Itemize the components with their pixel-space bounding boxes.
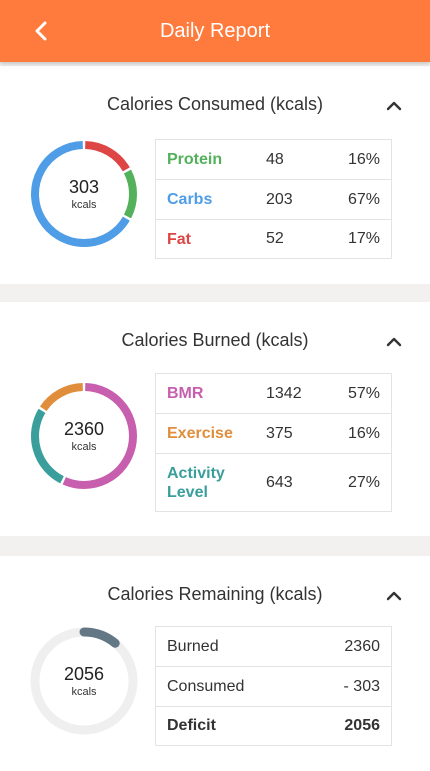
burned-unit: kcals: [71, 441, 97, 453]
ring-segment: [62, 383, 137, 489]
summary-label: Consumed: [167, 677, 245, 695]
burn-value: 375: [266, 424, 293, 442]
table-row: BMR 1342 57%: [156, 374, 391, 413]
burn-name: Activity Level: [167, 464, 225, 501]
table-row: Activity Level 643 27%: [156, 453, 391, 511]
burn-name: BMR: [167, 385, 204, 402]
summary-label: Deficit: [167, 717, 216, 734]
burn-value: 1342: [266, 384, 302, 402]
consumed-donut-chart: 303 kcals: [30, 140, 138, 248]
remaining-title: Calories Remaining (kcals): [107, 584, 323, 604]
consumed-title: Calories Consumed (kcals): [106, 94, 324, 114]
consumed-unit: kcals: [71, 199, 97, 211]
macro-percent: 67%: [347, 190, 380, 208]
summary-value: - 303: [343, 677, 380, 695]
summary-value: 2360: [344, 637, 380, 655]
chevron-up-icon: [386, 337, 402, 347]
chevron-up-icon: [386, 101, 402, 111]
macro-percent: 17%: [347, 230, 380, 247]
calories-consumed-card: Calories Consumed (kcals) 303 kcals Prot…: [0, 66, 430, 284]
macro-name: Fat: [167, 230, 191, 248]
burn-percent: 16%: [347, 424, 380, 442]
remaining-table: Burned 2360 Consumed - 303 Deficit 2056: [155, 626, 392, 746]
macro-value: 203: [266, 190, 293, 208]
remaining-donut-chart: 2056 kcals: [30, 627, 138, 735]
ring-segment: [31, 408, 64, 484]
app-bar: Daily Report: [0, 0, 430, 62]
chevron-left-icon: [35, 21, 47, 41]
macro-value: 48: [266, 150, 284, 168]
macro-name: Carbs: [167, 191, 213, 208]
burned-ring: [31, 383, 137, 489]
consumed-table: Protein 48 16% Carbs 203 67% Fat 52 17%: [155, 139, 392, 259]
table-row: Deficit 2056: [156, 706, 391, 745]
table-row: Fat 52 17%: [156, 219, 391, 258]
table-row: Protein 48 16%: [156, 140, 391, 179]
remaining-ring: [30, 627, 138, 735]
collapse-burned-button[interactable]: [384, 334, 404, 348]
macro-name: Protein: [167, 151, 223, 168]
burned-title: Calories Burned (kcals): [121, 330, 309, 350]
remaining-total: 2056: [63, 664, 105, 684]
burn-value: 643: [266, 473, 293, 491]
table-row: Burned 2360: [156, 627, 391, 666]
collapse-remaining-button[interactable]: [384, 588, 404, 602]
table-row: Carbs 203 67%: [156, 179, 391, 219]
burned-donut-chart: 2360 kcals: [30, 382, 138, 490]
ring-segment: [123, 169, 137, 219]
calories-burned-card: Calories Burned (kcals) 2360 kcals BMR 1…: [0, 302, 430, 536]
burn-percent: 57%: [347, 384, 380, 402]
calories-remaining-card: Calories Remaining (kcals) 2056 kcals Bu…: [0, 556, 430, 771]
table-row: Exercise 375 16%: [156, 413, 391, 453]
macro-percent: 16%: [347, 150, 380, 168]
summary-value: 2056: [344, 717, 380, 734]
burned-total: 2360: [63, 419, 105, 439]
table-row: Consumed - 303: [156, 666, 391, 706]
ring-segment: [39, 383, 84, 412]
consumed-ring: [31, 141, 137, 247]
back-button[interactable]: [26, 14, 56, 48]
ring-segment: [79, 627, 120, 648]
burn-percent: 27%: [347, 473, 380, 491]
ring-segment: [84, 141, 130, 172]
chevron-up-icon: [386, 591, 402, 601]
consumed-total: 303: [68, 177, 100, 197]
macro-value: 52: [266, 230, 284, 247]
ring-segment: [31, 141, 130, 247]
burn-name: Exercise: [167, 425, 233, 442]
summary-label: Burned: [167, 637, 219, 655]
collapse-consumed-button[interactable]: [384, 98, 404, 112]
remaining-unit: kcals: [71, 686, 97, 698]
page-title: Daily Report: [159, 20, 271, 42]
burned-table: BMR 1342 57% Exercise 375 16% Activity L…: [155, 373, 392, 512]
